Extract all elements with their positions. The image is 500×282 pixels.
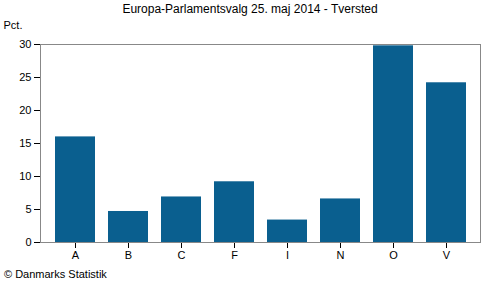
- svg-text:15: 15: [19, 137, 31, 149]
- svg-text:30: 30: [19, 38, 31, 50]
- svg-text:N: N: [337, 249, 345, 261]
- svg-text:F: F: [231, 249, 238, 261]
- svg-text:B: B: [125, 249, 132, 261]
- html-text:© Danmarks Statistik: © Danmarks Statistik: [4, 268, 107, 280]
- svg-text:I: I: [286, 249, 289, 261]
- html-text:Europa-Parlamentsvalg 25. maj: Europa-Parlamentsvalg 25. maj 2014 - Tve…: [122, 2, 378, 16]
- svg-text:5: 5: [25, 203, 31, 215]
- svg-text:10: 10: [19, 170, 31, 182]
- svg-text:A: A: [72, 249, 80, 261]
- svg-text:25: 25: [19, 71, 31, 83]
- svg-text:C: C: [178, 249, 186, 261]
- svg-text:0: 0: [25, 236, 31, 248]
- svg-text:O: O: [389, 249, 398, 261]
- svg-text:Pct.: Pct.: [4, 19, 23, 31]
- svg-text:20: 20: [19, 104, 31, 116]
- svg-text:V: V: [443, 249, 451, 261]
